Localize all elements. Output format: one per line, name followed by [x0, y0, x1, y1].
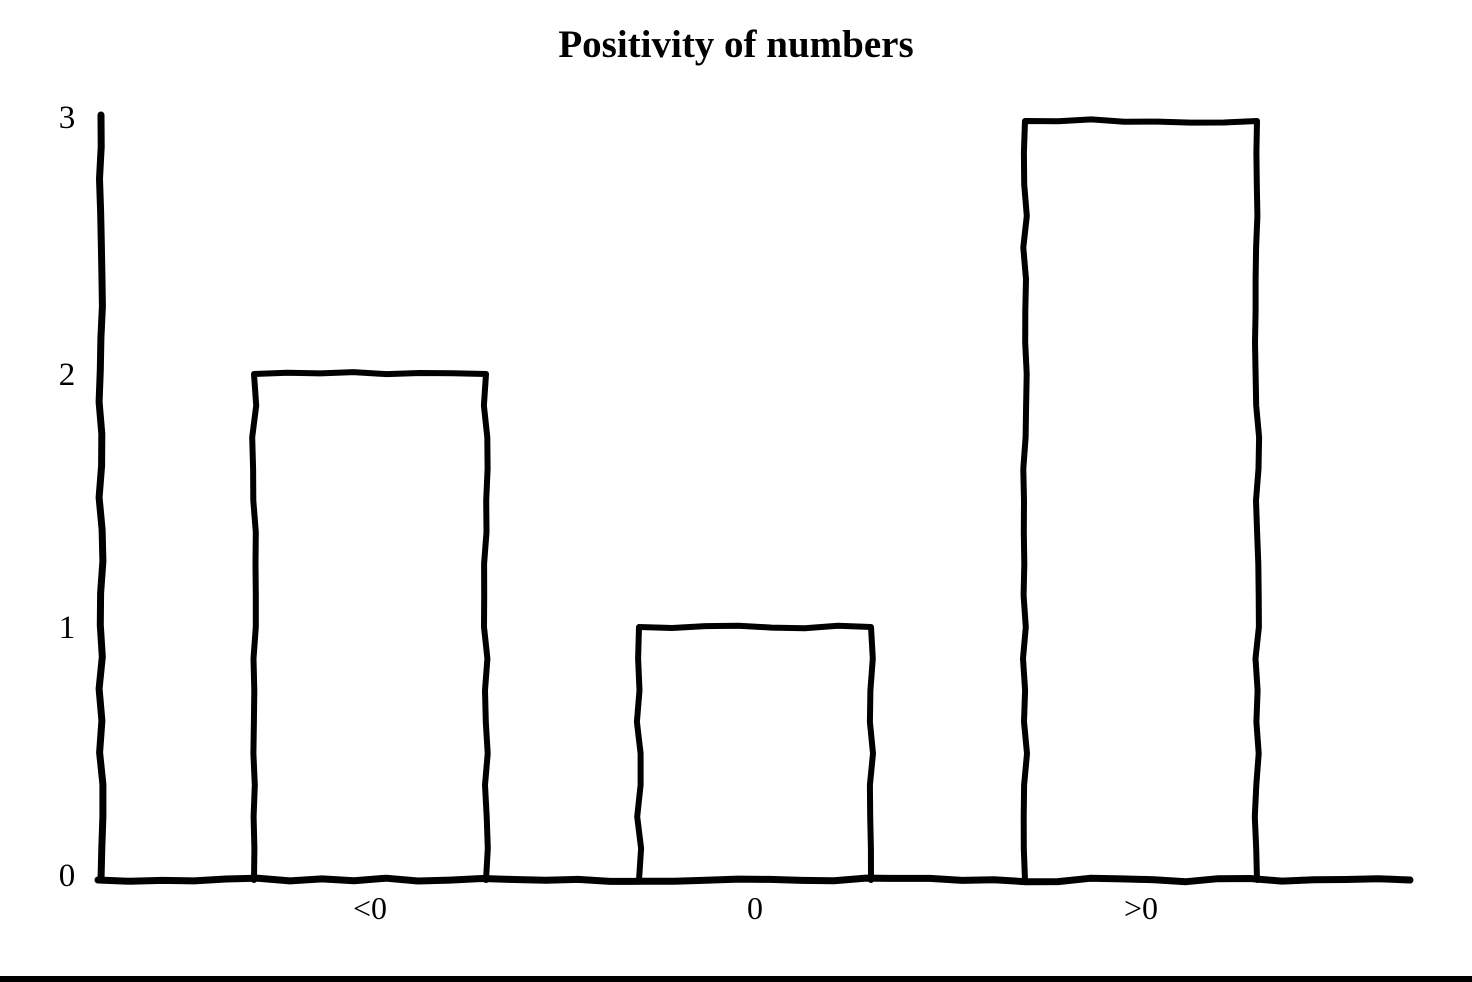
chart-title: Positivity of numbers: [558, 23, 914, 66]
x-category-label: >0: [1123, 890, 1159, 926]
y-tick-label: 3: [58, 100, 76, 136]
x-category-label: 0: [747, 890, 763, 926]
y-tick-label: 2: [58, 357, 76, 393]
bar-1: [633, 622, 876, 883]
bar-0: [249, 369, 491, 883]
x-axis-line: [94, 874, 1414, 886]
bottom-rule: [0, 976, 1472, 982]
y-tick-label: 0: [58, 858, 76, 894]
y-tick-label: 1: [58, 610, 76, 646]
y-axis-line: [95, 111, 107, 884]
x-category-label: <0: [352, 890, 388, 926]
bar-2: [1020, 116, 1263, 883]
